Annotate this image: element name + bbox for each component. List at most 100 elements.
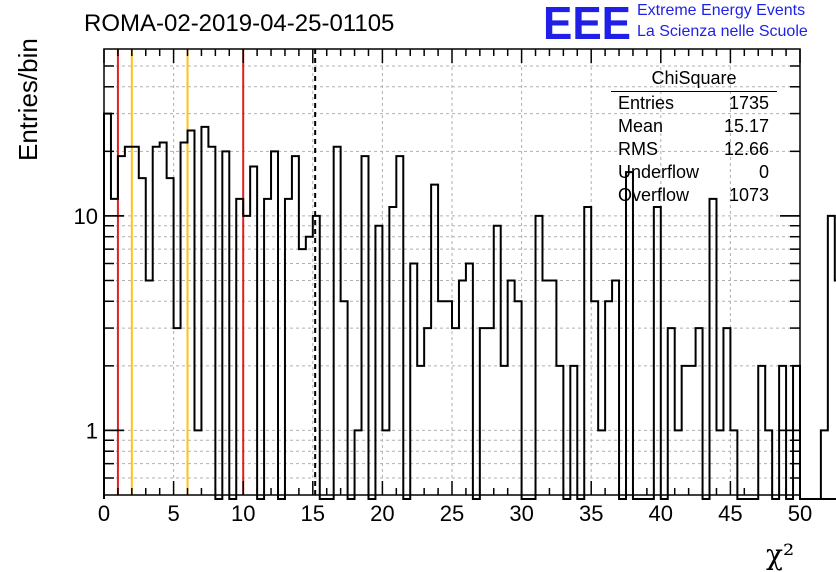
histogram-bin [696, 328, 703, 495]
x-tick-label: 5 [167, 501, 179, 526]
x-tick-label: 25 [440, 501, 464, 526]
histogram-bin [668, 328, 675, 495]
histogram-bin [313, 216, 320, 495]
histogram-bin [612, 280, 619, 495]
axes-frame [103, 48, 801, 496]
stats-row-overflow: Overflow 1073 [618, 185, 769, 207]
histogram-bin [591, 301, 598, 495]
histogram-bin [104, 114, 111, 495]
x-tick-label: 15 [301, 501, 325, 526]
histogram-bin [501, 366, 508, 495]
histogram-bin [146, 280, 153, 495]
histogram-bin [598, 430, 605, 495]
histogram-bin [375, 226, 382, 495]
stats-row-mean: Mean 15.17 [618, 116, 769, 138]
stats-row-underflow: Underflow 0 [618, 162, 769, 184]
histogram-bin [362, 156, 369, 495]
x-tick-label: 0 [98, 501, 110, 526]
x-tick-label: 50 [788, 501, 812, 526]
tick-labels: 0 5 10 15 20 25 30 35 40 45 50 1 10 [74, 204, 813, 526]
stats-row-rms: RMS 12.66 [618, 139, 769, 161]
histogram-bin [243, 216, 250, 495]
histogram-bin [208, 147, 215, 495]
stats-key: Entries [618, 93, 675, 113]
x-tick-label: 10 [231, 501, 255, 526]
histogram-bin [438, 301, 445, 495]
histogram-bin [132, 147, 139, 495]
histogram-bin [181, 142, 188, 495]
histogram-bin [341, 301, 348, 495]
histogram-bin [410, 264, 417, 495]
histogram-bin [542, 280, 549, 495]
stats-value: 1073 [728, 185, 769, 205]
histogram-bin [682, 366, 689, 495]
histogram-bin [508, 280, 515, 495]
stats-value: 15.17 [723, 116, 769, 136]
stats-key: Mean [618, 116, 664, 136]
stats-value: 1735 [728, 93, 769, 113]
stats-key: Underflow [618, 162, 700, 182]
histogram-bin [396, 156, 403, 495]
histogram-bin [194, 430, 201, 495]
histogram-bin [654, 207, 661, 495]
histogram-bin [716, 430, 723, 495]
histogram-bin [139, 178, 146, 495]
histogram-bin [570, 366, 577, 495]
org-name-line1: Extreme Energy Events [637, 2, 806, 19]
histogram-bin [515, 301, 522, 495]
stats-value: 0 [758, 162, 769, 182]
histogram-bin [556, 366, 563, 495]
histogram-bin [292, 156, 299, 495]
histogram-bin [160, 142, 167, 495]
y-axis-label: Entries/bin [13, 38, 43, 161]
histogram-bin [201, 127, 208, 495]
histogram-bin [821, 430, 828, 495]
histogram-bin [536, 216, 543, 495]
histogram-bin [549, 280, 556, 495]
histogram-bin [710, 199, 717, 495]
histogram-bin [431, 185, 438, 495]
histogram-bin [494, 226, 501, 495]
histogram-bin [264, 199, 271, 495]
histogram-bin [452, 328, 459, 495]
histogram-bin [334, 147, 341, 495]
histogram-bin [723, 328, 730, 495]
histogram-bin [355, 430, 362, 495]
histogram-bin [389, 207, 396, 495]
histogram-bin [188, 131, 195, 495]
histogram-bin [730, 430, 737, 495]
histogram-bin [271, 151, 278, 495]
histogram-bin [299, 249, 306, 495]
histogram-bin [445, 301, 452, 495]
stats-value: 12.66 [723, 139, 769, 159]
stats-divider [611, 91, 777, 92]
histogram-bin [125, 147, 132, 495]
stats-key: Overflow [618, 185, 690, 205]
histogram-line [103, 112, 836, 500]
histogram-bin [285, 199, 292, 495]
histogram-bin [222, 151, 229, 495]
histogram-bin [306, 237, 313, 495]
histogram-bin [153, 147, 160, 495]
histogram-bin [487, 328, 494, 495]
histogram-bin [118, 156, 125, 495]
histogram-series [103, 112, 836, 500]
stats-row-entries: Entries 1735 [618, 93, 769, 115]
x-tick-label: 45 [718, 501, 742, 526]
x-tick-label: 35 [579, 501, 603, 526]
histogram-bin [250, 166, 257, 495]
org-name-line2: La Scienza nelle Scuole [637, 23, 808, 40]
chart-title: ROMA-02-2019-04-25-01105 [84, 10, 395, 37]
stats-title: ChiSquare [651, 68, 737, 88]
histogram-bin [480, 328, 487, 495]
stats-key: RMS [618, 139, 658, 159]
x-axis-label: χ² [766, 538, 795, 571]
eee-logo-mark: EEE [543, 2, 631, 42]
histogram-bin [584, 207, 591, 495]
eee-logo: EEE [543, 2, 631, 42]
histogram-bin [424, 328, 431, 495]
x-tick-label: 40 [649, 501, 673, 526]
histogram-bin [459, 280, 466, 495]
histogram-bin [605, 301, 612, 495]
